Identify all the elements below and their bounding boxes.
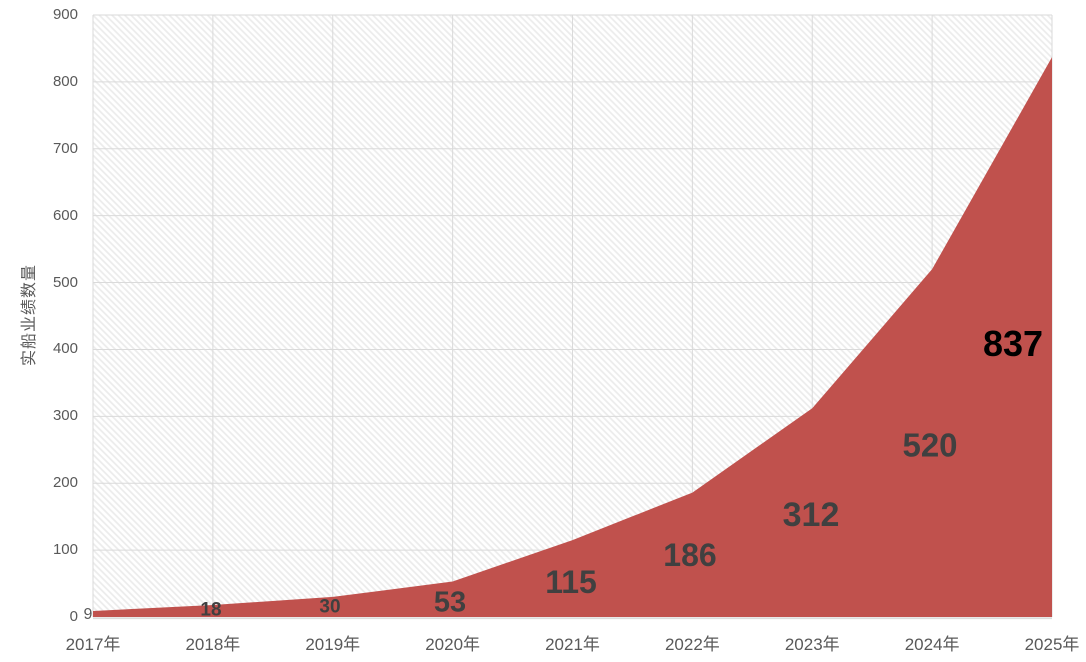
y-tick-label-100: 100 bbox=[52, 541, 78, 559]
x-tick-label-4: 2021年 bbox=[545, 635, 600, 654]
x-tick-label-5: 2022年 bbox=[664, 635, 720, 654]
x-tick-label-3: 2020年 bbox=[425, 635, 481, 654]
data-label-2025年: 837 bbox=[982, 323, 1044, 364]
y-tick-label-700: 700 bbox=[52, 139, 78, 157]
data-label-2022年: 186 bbox=[663, 537, 717, 573]
y-tick-label-800: 800 bbox=[52, 72, 78, 90]
y-tick-label-300: 300 bbox=[52, 407, 78, 425]
data-label-2017年: 9 bbox=[83, 606, 93, 623]
x-tick-label-6: 2023年 bbox=[784, 635, 840, 654]
x-tick-label-7: 2024年 bbox=[904, 635, 960, 654]
data-label-2023年: 312 bbox=[782, 496, 840, 534]
y-tick-label-600: 600 bbox=[52, 206, 78, 224]
area-series bbox=[93, 57, 1052, 617]
data-label-2021年: 115 bbox=[545, 564, 597, 600]
y-tick-label-900: 900 bbox=[52, 6, 78, 23]
y-tick-label-200: 200 bbox=[52, 474, 78, 492]
data-label-2024年: 520 bbox=[902, 426, 958, 464]
y-tick-label-400: 400 bbox=[52, 340, 78, 358]
data-label-2020年: 53 bbox=[433, 586, 467, 619]
data-label-2019年: 30 bbox=[319, 596, 341, 618]
y-tick-label-500: 500 bbox=[52, 273, 78, 291]
x-tick-label-1: 2018年 bbox=[185, 635, 241, 654]
data-label-2018年: 18 bbox=[200, 599, 222, 621]
x-tick-label-0: 2017年 bbox=[65, 635, 121, 654]
x-tick-label-8: 2025年 bbox=[1024, 635, 1080, 654]
x-tick-label-2: 2019年 bbox=[305, 635, 361, 654]
y-tick-label-0: 0 bbox=[69, 608, 78, 625]
